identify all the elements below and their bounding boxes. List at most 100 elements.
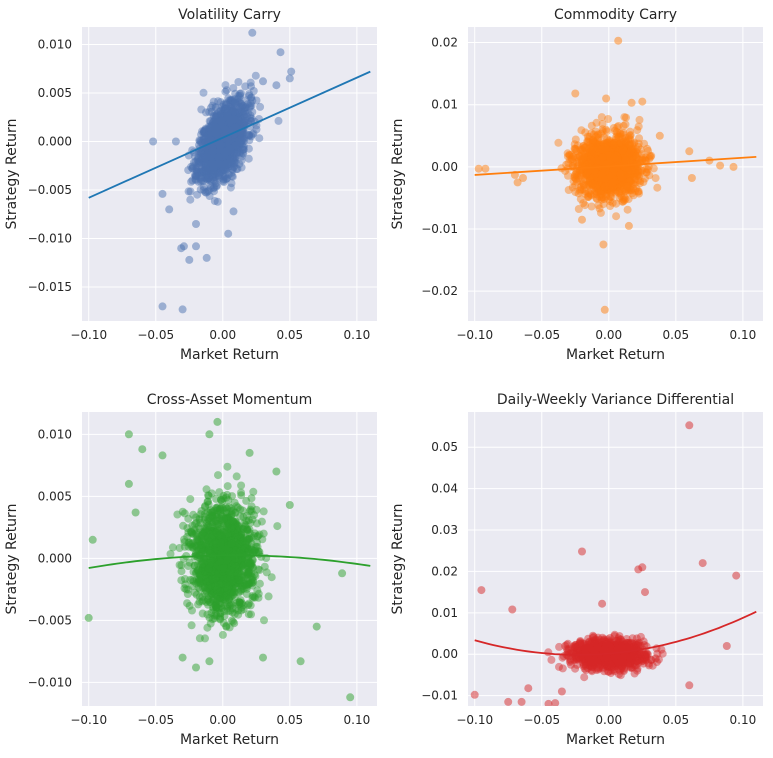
data-point <box>591 187 600 196</box>
data-point <box>202 160 211 169</box>
data-point <box>197 532 206 541</box>
data-point <box>227 560 236 569</box>
data-point <box>576 182 585 191</box>
data-point <box>219 544 228 553</box>
data-point <box>217 168 226 176</box>
data-point <box>219 117 227 126</box>
data-point <box>199 159 208 168</box>
data-point <box>595 182 604 191</box>
data-point <box>613 130 622 139</box>
data-point <box>213 153 222 162</box>
data-point <box>212 119 221 128</box>
data-point <box>601 155 610 164</box>
data-point <box>230 120 239 129</box>
data-point <box>601 141 610 150</box>
data-point <box>213 143 222 152</box>
data-point <box>228 137 237 145</box>
data-point <box>149 137 158 146</box>
data-point <box>606 153 615 162</box>
data-point <box>218 145 227 154</box>
data-point <box>617 164 626 173</box>
data-point <box>205 156 214 165</box>
data-point <box>213 566 222 575</box>
data-point <box>587 159 596 168</box>
data-point <box>234 539 243 548</box>
data-point <box>236 129 245 138</box>
data-point <box>216 127 225 136</box>
data-point <box>219 590 228 599</box>
data-point <box>610 145 619 154</box>
data-point <box>214 116 223 125</box>
data-point <box>615 129 624 137</box>
data-point <box>623 170 632 179</box>
data-point <box>601 163 610 172</box>
data-point <box>207 143 216 151</box>
data-point <box>216 168 225 177</box>
data-point <box>216 156 225 165</box>
data-point <box>594 177 603 186</box>
data-point <box>593 131 602 140</box>
data-point <box>215 150 224 159</box>
data-point <box>210 112 219 121</box>
data-point <box>631 186 640 195</box>
data-point <box>236 130 245 139</box>
data-point <box>585 177 594 186</box>
data-point <box>202 167 211 176</box>
data-point <box>223 112 232 120</box>
data-point <box>272 467 281 476</box>
data-point <box>593 140 602 149</box>
data-point <box>615 170 624 179</box>
data-point <box>616 150 625 159</box>
data-point <box>590 180 599 189</box>
data-point <box>607 158 616 167</box>
data-point <box>205 127 213 136</box>
data-point <box>220 126 229 135</box>
data-point <box>581 154 590 163</box>
data-point <box>200 162 209 171</box>
data-point <box>598 174 607 183</box>
data-point <box>202 108 210 117</box>
data-point <box>218 126 227 135</box>
data-point <box>202 567 211 576</box>
data-point <box>215 172 224 181</box>
data-point <box>230 545 239 554</box>
data-point <box>604 177 613 186</box>
data-point <box>618 134 627 143</box>
data-point <box>630 173 639 182</box>
data-point <box>588 147 597 156</box>
data-point <box>211 600 220 609</box>
data-point <box>285 501 294 509</box>
data-point <box>608 179 617 188</box>
data-point <box>209 596 218 604</box>
data-point <box>626 166 635 175</box>
data-point <box>220 146 229 155</box>
data-point <box>194 169 203 178</box>
data-point <box>200 173 209 182</box>
data-point <box>211 125 220 134</box>
data-point <box>236 91 245 100</box>
data-point <box>607 177 615 186</box>
data-point <box>203 508 212 517</box>
data-point <box>213 125 222 134</box>
data-point <box>216 166 225 175</box>
data-point <box>591 149 600 158</box>
data-point <box>208 157 217 165</box>
data-point <box>631 175 639 184</box>
data-point <box>194 546 203 555</box>
data-point <box>195 576 204 585</box>
data-point <box>233 132 242 141</box>
data-point <box>206 546 214 555</box>
data-point <box>211 121 220 130</box>
data-point <box>218 112 227 121</box>
data-point <box>617 171 626 180</box>
data-point <box>210 614 219 623</box>
data-point <box>618 155 627 164</box>
data-point <box>591 168 600 177</box>
data-point <box>211 146 219 155</box>
data-point <box>222 572 231 581</box>
data-point <box>204 561 212 570</box>
data-point <box>601 143 610 152</box>
data-point <box>217 544 226 553</box>
data-point <box>222 136 231 145</box>
data-point <box>579 159 588 168</box>
